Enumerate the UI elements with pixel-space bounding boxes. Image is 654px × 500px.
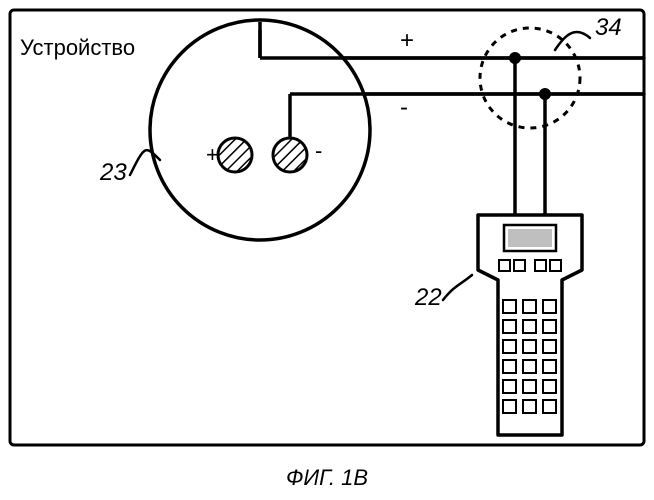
wire-minus-label: -	[400, 94, 408, 121]
terminal-right-sign: -	[315, 138, 322, 163]
wire-plus-label: +	[400, 27, 414, 54]
junction-circle	[480, 28, 580, 128]
device-label: Устройство	[20, 35, 135, 60]
figure-caption: ФИГ. 1B	[0, 465, 654, 491]
leader-l34-label: 34	[595, 14, 622, 41]
communicator-screen-inner	[508, 229, 552, 247]
leader-l22	[443, 275, 472, 300]
terminal-left-sign: +	[206, 142, 219, 167]
leader-l34	[555, 32, 590, 50]
communicator-body	[478, 215, 582, 435]
leader-l22-label: 22	[414, 284, 442, 311]
junction-node_bot	[539, 88, 551, 100]
leader-l23-label: 23	[99, 159, 127, 186]
terminal-right	[273, 138, 307, 172]
terminal-left	[218, 138, 252, 172]
junction-node_top	[509, 52, 521, 64]
